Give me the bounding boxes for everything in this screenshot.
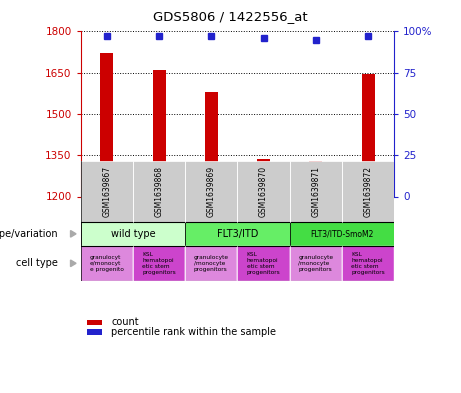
Text: KSL
hematopoi
etic stem
progenitors: KSL hematopoi etic stem progenitors <box>142 252 176 274</box>
Text: GSM1639871: GSM1639871 <box>311 166 320 217</box>
Text: GSM1639868: GSM1639868 <box>154 166 164 217</box>
Bar <box>87 320 102 325</box>
Text: granulocyt
e/monocyt
e progenito: granulocyt e/monocyt e progenito <box>90 255 124 272</box>
Text: GSM1639867: GSM1639867 <box>102 166 111 217</box>
Text: percentile rank within the sample: percentile rank within the sample <box>112 327 277 337</box>
Bar <box>81 222 185 246</box>
Bar <box>290 161 342 222</box>
Text: KSL
hematopoi
etic stem
progenitors: KSL hematopoi etic stem progenitors <box>351 252 385 274</box>
Text: GSM1639872: GSM1639872 <box>364 166 372 217</box>
Bar <box>309 161 322 196</box>
Bar <box>205 92 218 196</box>
Text: granulocyte
/monocyte
progenitors: granulocyte /monocyte progenitors <box>298 255 333 272</box>
Bar <box>185 246 237 281</box>
Text: GDS5806 / 1422556_at: GDS5806 / 1422556_at <box>153 10 308 23</box>
Bar <box>153 70 165 196</box>
Text: FLT3/ITD: FLT3/ITD <box>217 229 258 239</box>
Bar <box>342 161 394 222</box>
Bar <box>361 74 374 196</box>
Bar <box>100 53 113 196</box>
Bar <box>81 246 133 281</box>
Bar <box>237 161 290 222</box>
Bar <box>87 329 102 335</box>
Text: GSM1639870: GSM1639870 <box>259 166 268 217</box>
Bar <box>185 222 290 246</box>
Bar <box>257 160 270 196</box>
Bar <box>290 222 394 246</box>
Text: wild type: wild type <box>111 229 155 239</box>
Text: granulocyte
/monocyte
progenitors: granulocyte /monocyte progenitors <box>194 255 229 272</box>
Bar <box>185 161 237 222</box>
Text: genotype/variation: genotype/variation <box>0 229 58 239</box>
Bar <box>342 246 394 281</box>
Bar <box>81 161 133 222</box>
Text: FLT3/ITD-SmoM2: FLT3/ITD-SmoM2 <box>310 230 373 238</box>
Text: count: count <box>112 318 139 327</box>
Bar <box>290 246 342 281</box>
Text: GSM1639869: GSM1639869 <box>207 166 216 217</box>
Bar <box>237 246 290 281</box>
Bar <box>133 161 185 222</box>
Text: KSL
hematopoi
etic stem
progenitors: KSL hematopoi etic stem progenitors <box>247 252 280 274</box>
Text: cell type: cell type <box>16 258 58 268</box>
Bar <box>133 246 185 281</box>
